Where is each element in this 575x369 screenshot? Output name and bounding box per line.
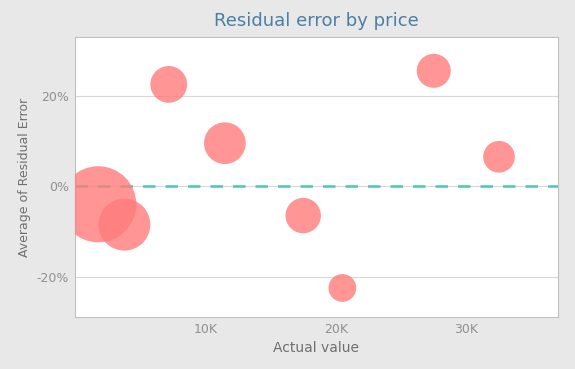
Point xyxy=(494,154,504,160)
X-axis label: Actual value: Actual value xyxy=(273,341,359,355)
Y-axis label: Average of Residual Error: Average of Residual Error xyxy=(18,97,31,257)
Point xyxy=(429,68,438,74)
Title: Residual error by price: Residual error by price xyxy=(214,12,419,30)
Point xyxy=(164,82,173,87)
Point xyxy=(94,201,103,207)
Point xyxy=(298,213,308,218)
Point xyxy=(120,222,129,228)
Point xyxy=(220,140,229,146)
Point xyxy=(338,285,347,291)
